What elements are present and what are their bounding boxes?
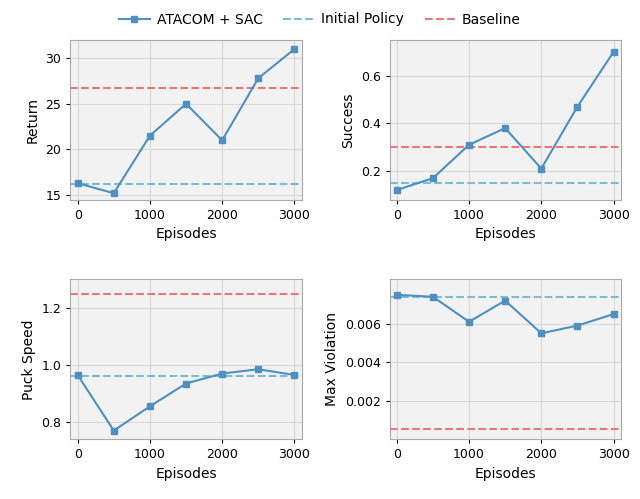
X-axis label: Episodes: Episodes bbox=[156, 467, 217, 481]
X-axis label: Episodes: Episodes bbox=[474, 227, 536, 241]
Y-axis label: Max Violation: Max Violation bbox=[325, 312, 339, 406]
X-axis label: Episodes: Episodes bbox=[156, 227, 217, 241]
Y-axis label: Success: Success bbox=[341, 92, 355, 148]
Y-axis label: Puck Speed: Puck Speed bbox=[22, 319, 36, 400]
Y-axis label: Return: Return bbox=[26, 97, 40, 143]
X-axis label: Episodes: Episodes bbox=[474, 467, 536, 481]
Legend: ATACOM + SAC, Initial Policy, Baseline: ATACOM + SAC, Initial Policy, Baseline bbox=[113, 7, 527, 32]
